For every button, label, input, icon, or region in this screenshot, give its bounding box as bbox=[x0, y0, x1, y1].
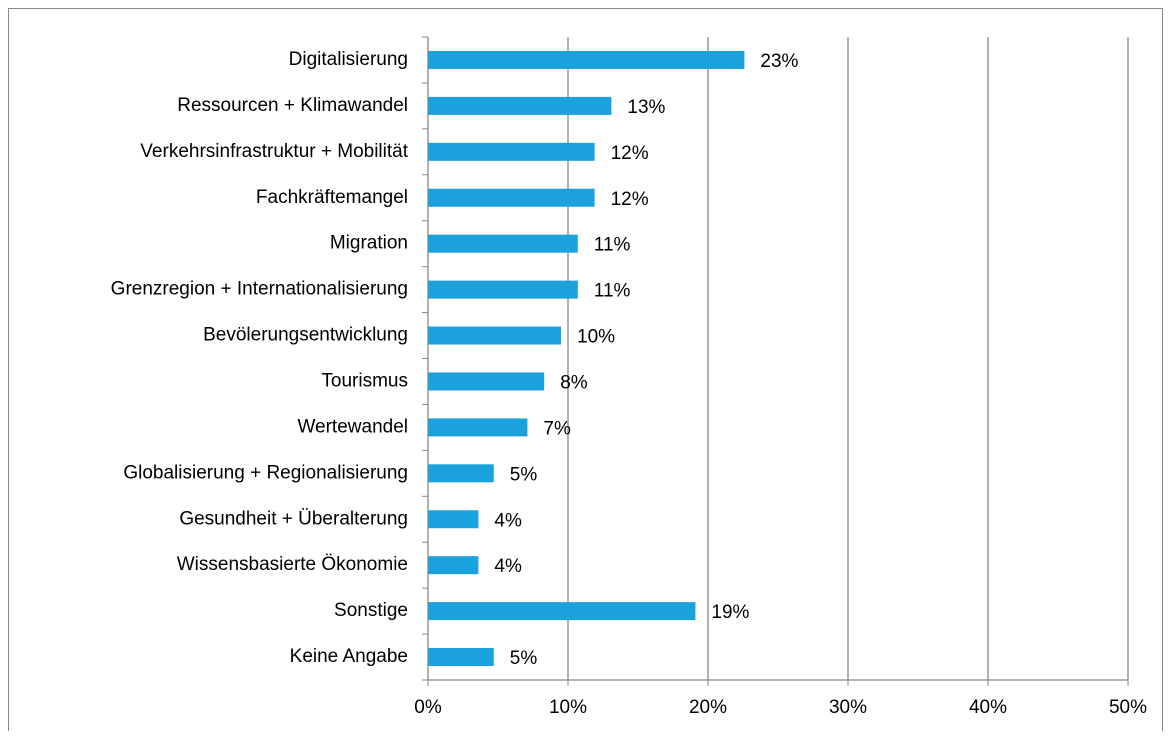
value-label: 12% bbox=[611, 189, 649, 210]
value-label: 5% bbox=[510, 648, 538, 669]
value-label: 11% bbox=[594, 235, 631, 256]
bar bbox=[428, 464, 494, 483]
y-tick-label: Digitalisierung bbox=[289, 49, 408, 70]
bar bbox=[428, 280, 578, 299]
bar bbox=[428, 326, 561, 345]
y-tick-label: Bevölerungsentwicklung bbox=[203, 325, 408, 346]
bar bbox=[428, 510, 479, 529]
y-tick-label: Wissensbasierte Ökonomie bbox=[177, 554, 408, 575]
value-label: 12% bbox=[611, 143, 649, 164]
y-tick-label: Migration bbox=[330, 233, 408, 254]
bar bbox=[428, 648, 494, 667]
bar bbox=[428, 50, 745, 69]
bar bbox=[428, 234, 578, 253]
bar bbox=[428, 96, 612, 115]
value-label: 11% bbox=[594, 281, 631, 302]
value-label: 19% bbox=[711, 602, 749, 623]
y-tick-label: Verkehrsinfrastruktur + Mobilität bbox=[140, 141, 408, 162]
y-tick-label: Keine Angabe bbox=[290, 646, 408, 667]
value-label: 8% bbox=[560, 372, 588, 393]
y-tick-label: Gesundheit + Überalterung bbox=[179, 508, 408, 529]
frame bbox=[8, 8, 1163, 736]
y-tick-label: Globalisierung + Regionalisierung bbox=[123, 462, 408, 483]
x-tick-label: 30% bbox=[829, 697, 867, 718]
x-tick-label: 50% bbox=[1109, 697, 1147, 718]
bar bbox=[428, 418, 528, 437]
value-label: 5% bbox=[510, 464, 538, 485]
value-label: 23% bbox=[760, 51, 798, 72]
x-tick-label: 0% bbox=[414, 697, 442, 718]
y-tick-label: Ressourcen + Klimawandel bbox=[177, 95, 408, 116]
bar bbox=[428, 188, 595, 207]
y-tick-label: Sonstige bbox=[334, 600, 408, 621]
value-label: 7% bbox=[543, 418, 571, 439]
x-tick-label: 40% bbox=[969, 697, 1007, 718]
bar bbox=[428, 372, 545, 391]
y-tick-label: Wertewandel bbox=[297, 416, 408, 437]
value-label: 10% bbox=[577, 327, 615, 348]
y-tick-label: Fachkräftemangel bbox=[256, 187, 408, 208]
bar bbox=[428, 602, 696, 621]
value-label: 4% bbox=[494, 510, 522, 531]
y-tick-label: Grenzregion + Internationalisierung bbox=[111, 279, 408, 300]
y-tick-label: Tourismus bbox=[321, 370, 408, 391]
x-tick-label: 20% bbox=[689, 697, 727, 718]
value-label: 4% bbox=[494, 556, 522, 577]
bar bbox=[428, 556, 479, 575]
x-tick-label: 10% bbox=[549, 697, 587, 718]
value-label: 13% bbox=[627, 97, 665, 118]
bar bbox=[428, 142, 595, 161]
